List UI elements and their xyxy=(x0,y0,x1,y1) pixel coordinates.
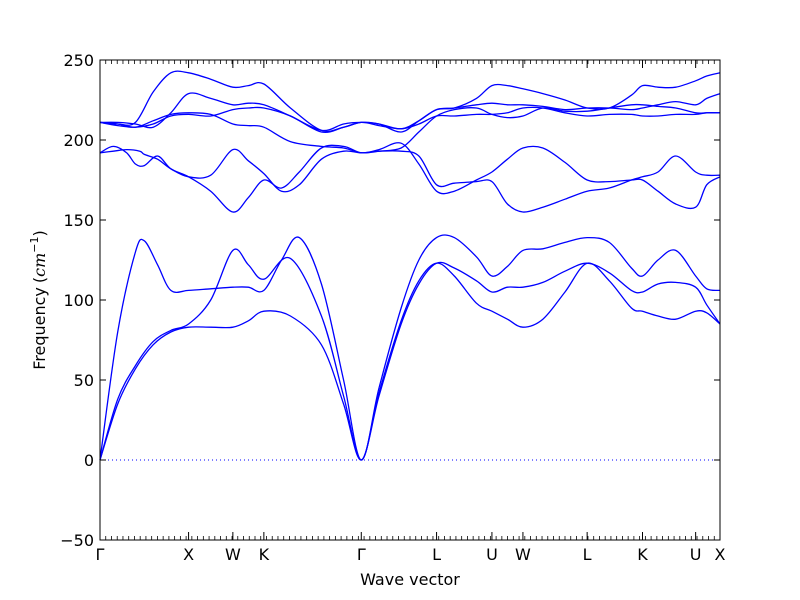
phonon-bands xyxy=(99,70,721,461)
y-axis-title: Frequency(cm−1) xyxy=(28,230,49,370)
y-axis-unit: cm xyxy=(30,253,49,277)
band-line-2 xyxy=(99,248,721,461)
band-line-9 xyxy=(99,70,721,133)
y-tick-label: 200 xyxy=(63,131,94,150)
x-tick-label: W xyxy=(225,545,241,564)
x-tick-label: X xyxy=(715,545,726,564)
y-tick-label: 100 xyxy=(63,291,94,310)
x-tick-label: Γ xyxy=(357,545,366,564)
y-axis-unit-exponent: −1 xyxy=(28,236,41,252)
y-axis-title-text: Frequency xyxy=(30,287,49,370)
band-line-7 xyxy=(99,106,721,134)
plot-frame xyxy=(99,59,721,541)
y-axis-ticks: −50 0 50 100 150 200 250 xyxy=(60,51,720,550)
x-tick-label: L xyxy=(583,545,592,564)
y-tick-label: 250 xyxy=(63,51,94,70)
y-tick-label: 0 xyxy=(84,451,94,470)
x-tick-label: U xyxy=(690,545,702,564)
y-tick-label: −50 xyxy=(60,531,94,550)
y-tick-label: 150 xyxy=(63,211,94,230)
band-line-5 xyxy=(99,142,721,213)
x-tick-label: Γ xyxy=(96,545,105,564)
x-tick-label: X xyxy=(183,545,194,564)
y-tick-label: 50 xyxy=(74,371,94,390)
x-tick-label: L xyxy=(432,545,441,564)
x-tick-label: K xyxy=(259,545,270,564)
x-tick-label: K xyxy=(637,545,648,564)
band-line-6 xyxy=(99,103,720,154)
x-tick-label: U xyxy=(486,545,498,564)
x-axis-title: Wave vector xyxy=(360,570,460,589)
band-line-1 xyxy=(99,261,721,461)
x-tick-label: W xyxy=(515,545,531,564)
band-line-3 xyxy=(99,234,721,461)
